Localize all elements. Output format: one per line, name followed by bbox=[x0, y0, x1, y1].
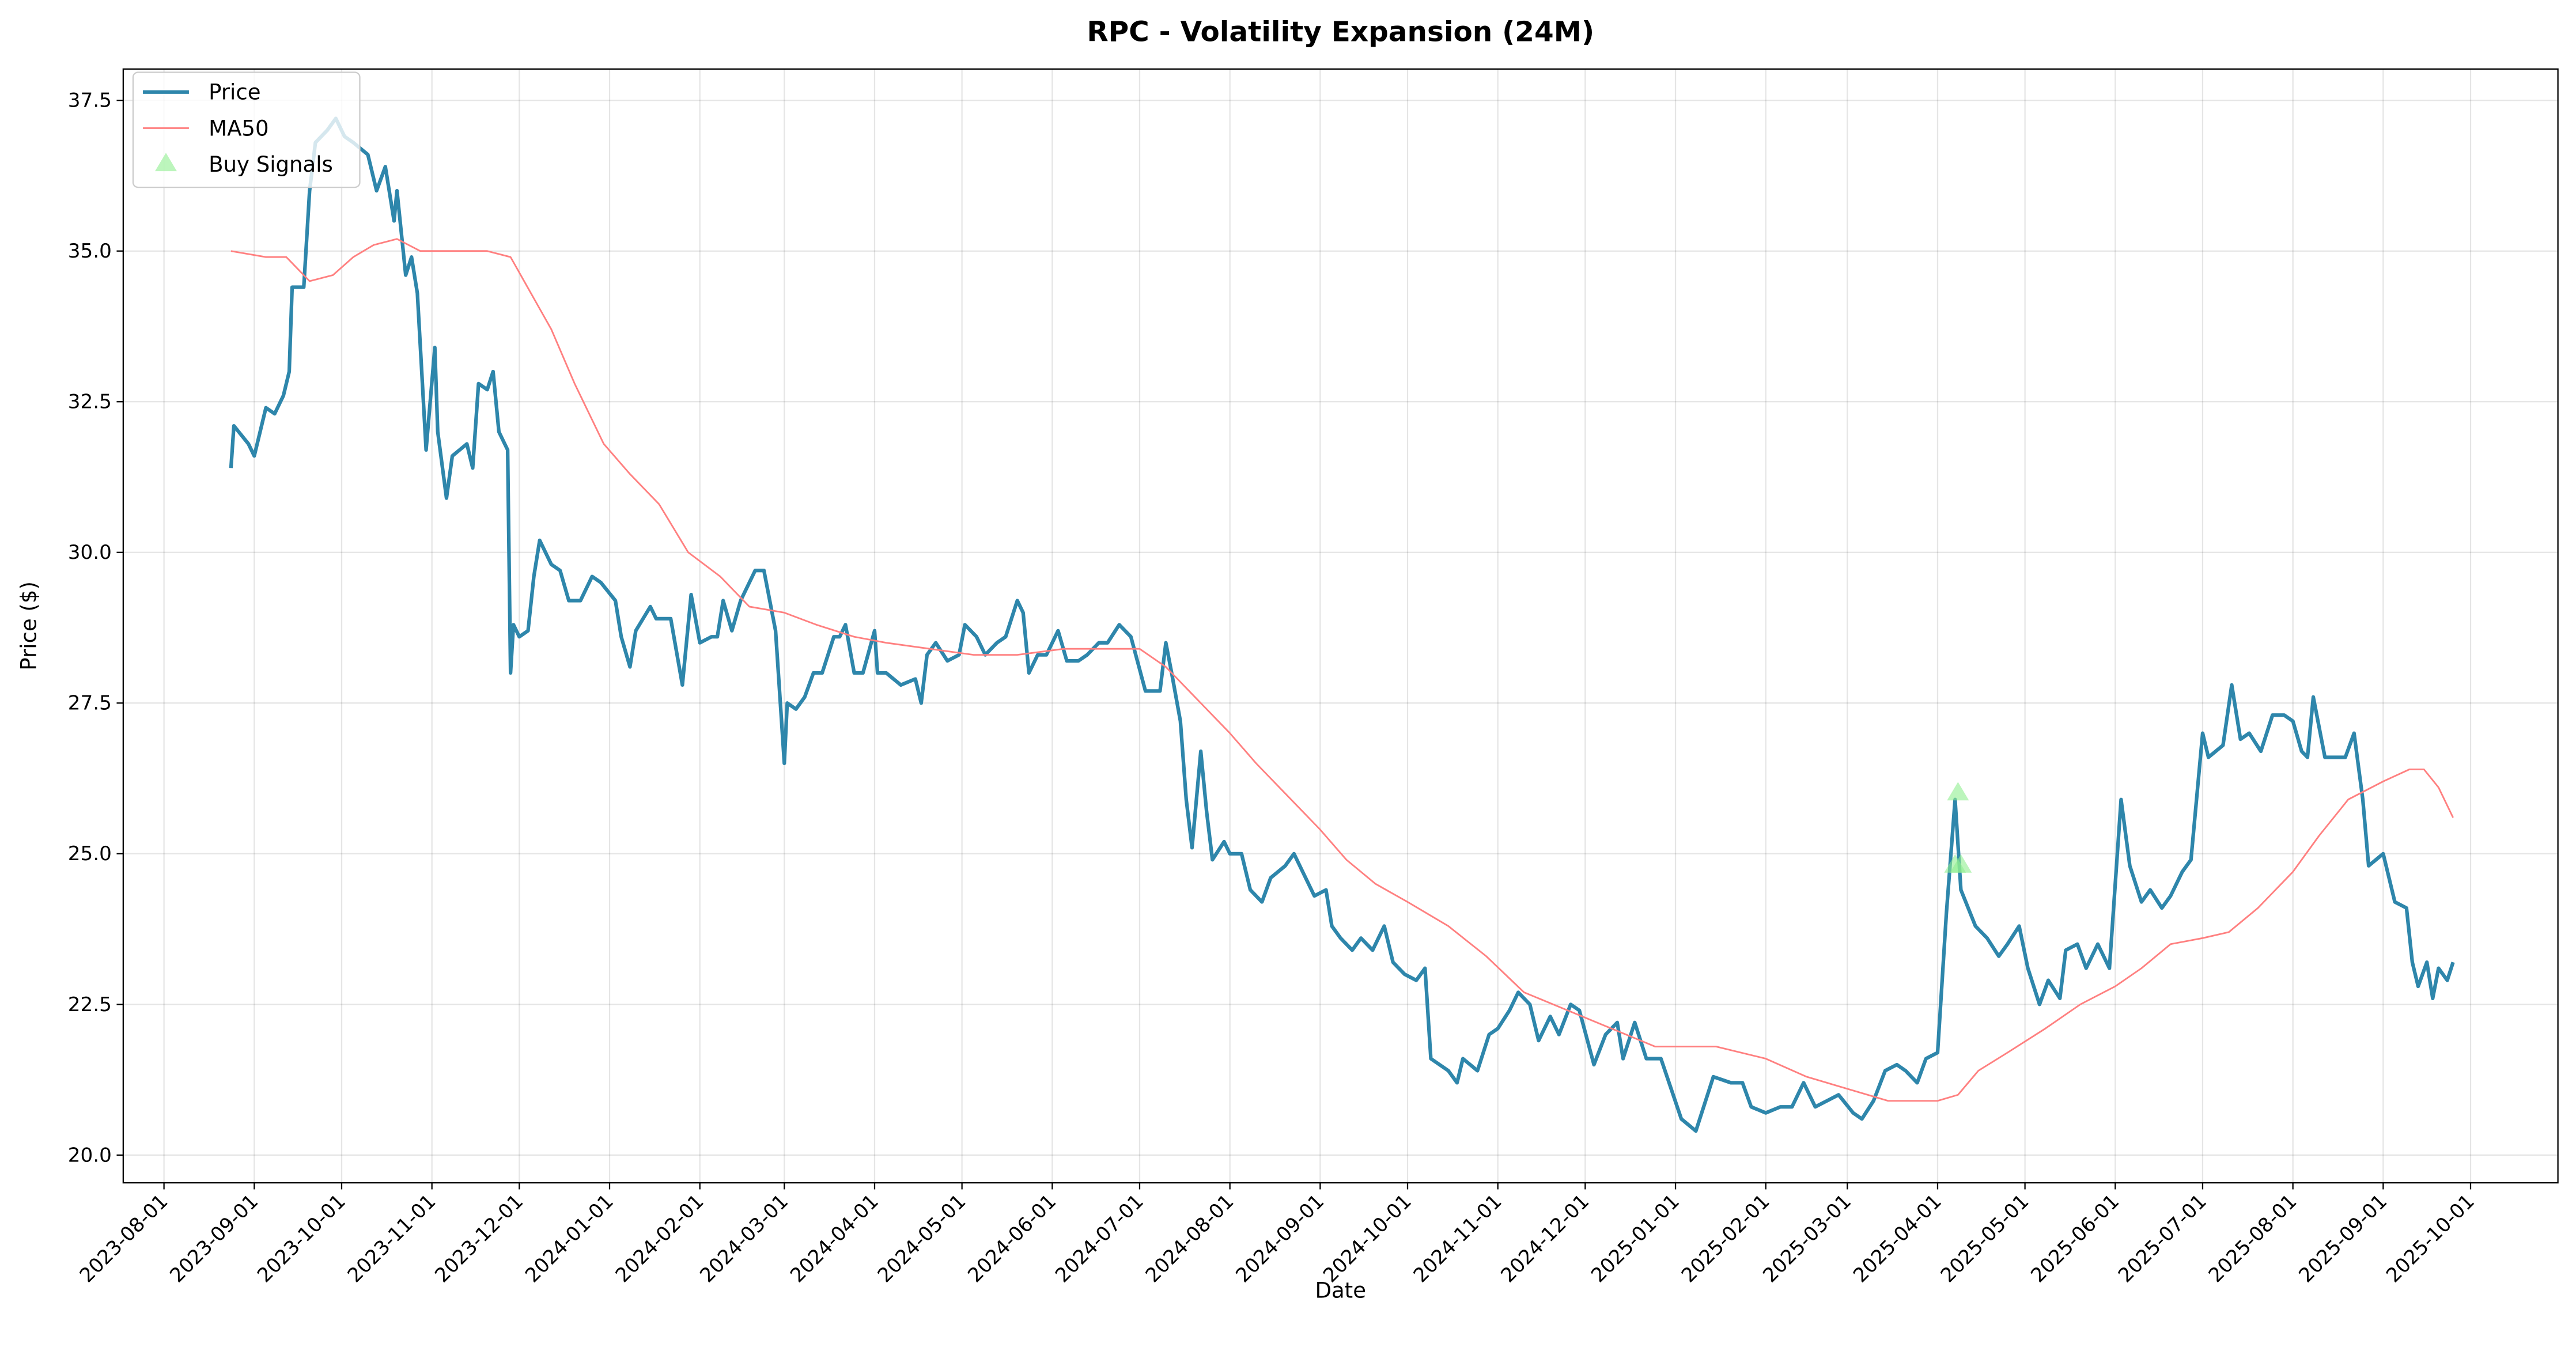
y-tick-label: 37.5 bbox=[68, 89, 112, 112]
y-tick-label: 32.5 bbox=[68, 391, 112, 414]
legend-label: Buy Signals bbox=[209, 152, 333, 177]
legend-label: Price bbox=[209, 80, 260, 105]
y-tick-label: 35.0 bbox=[68, 240, 112, 263]
series-line bbox=[230, 238, 2454, 1102]
legend-box bbox=[132, 71, 361, 188]
chart-title: RPC - Volatility Expansion (24M) bbox=[1087, 16, 1594, 48]
legend-swatch bbox=[155, 153, 177, 172]
y-tick-label: 27.5 bbox=[68, 692, 112, 715]
series-line bbox=[229, 116, 2455, 1133]
buy-signal-marker bbox=[1947, 782, 1969, 801]
y-axis-label: Price ($) bbox=[17, 581, 41, 671]
buy-signal-marker bbox=[1950, 854, 1972, 873]
y-tick-label: 25.0 bbox=[68, 842, 112, 865]
y-tick-label: 30.0 bbox=[68, 541, 112, 564]
y-tick-label: 20.0 bbox=[68, 1144, 112, 1167]
x-axis-label: Date bbox=[1315, 1278, 1366, 1303]
legend-label: MA50 bbox=[209, 116, 268, 141]
y-tick-label: 22.5 bbox=[68, 993, 112, 1016]
plot-frame bbox=[122, 68, 2559, 1184]
legend: Price MA50 Buy Signals bbox=[132, 71, 361, 188]
